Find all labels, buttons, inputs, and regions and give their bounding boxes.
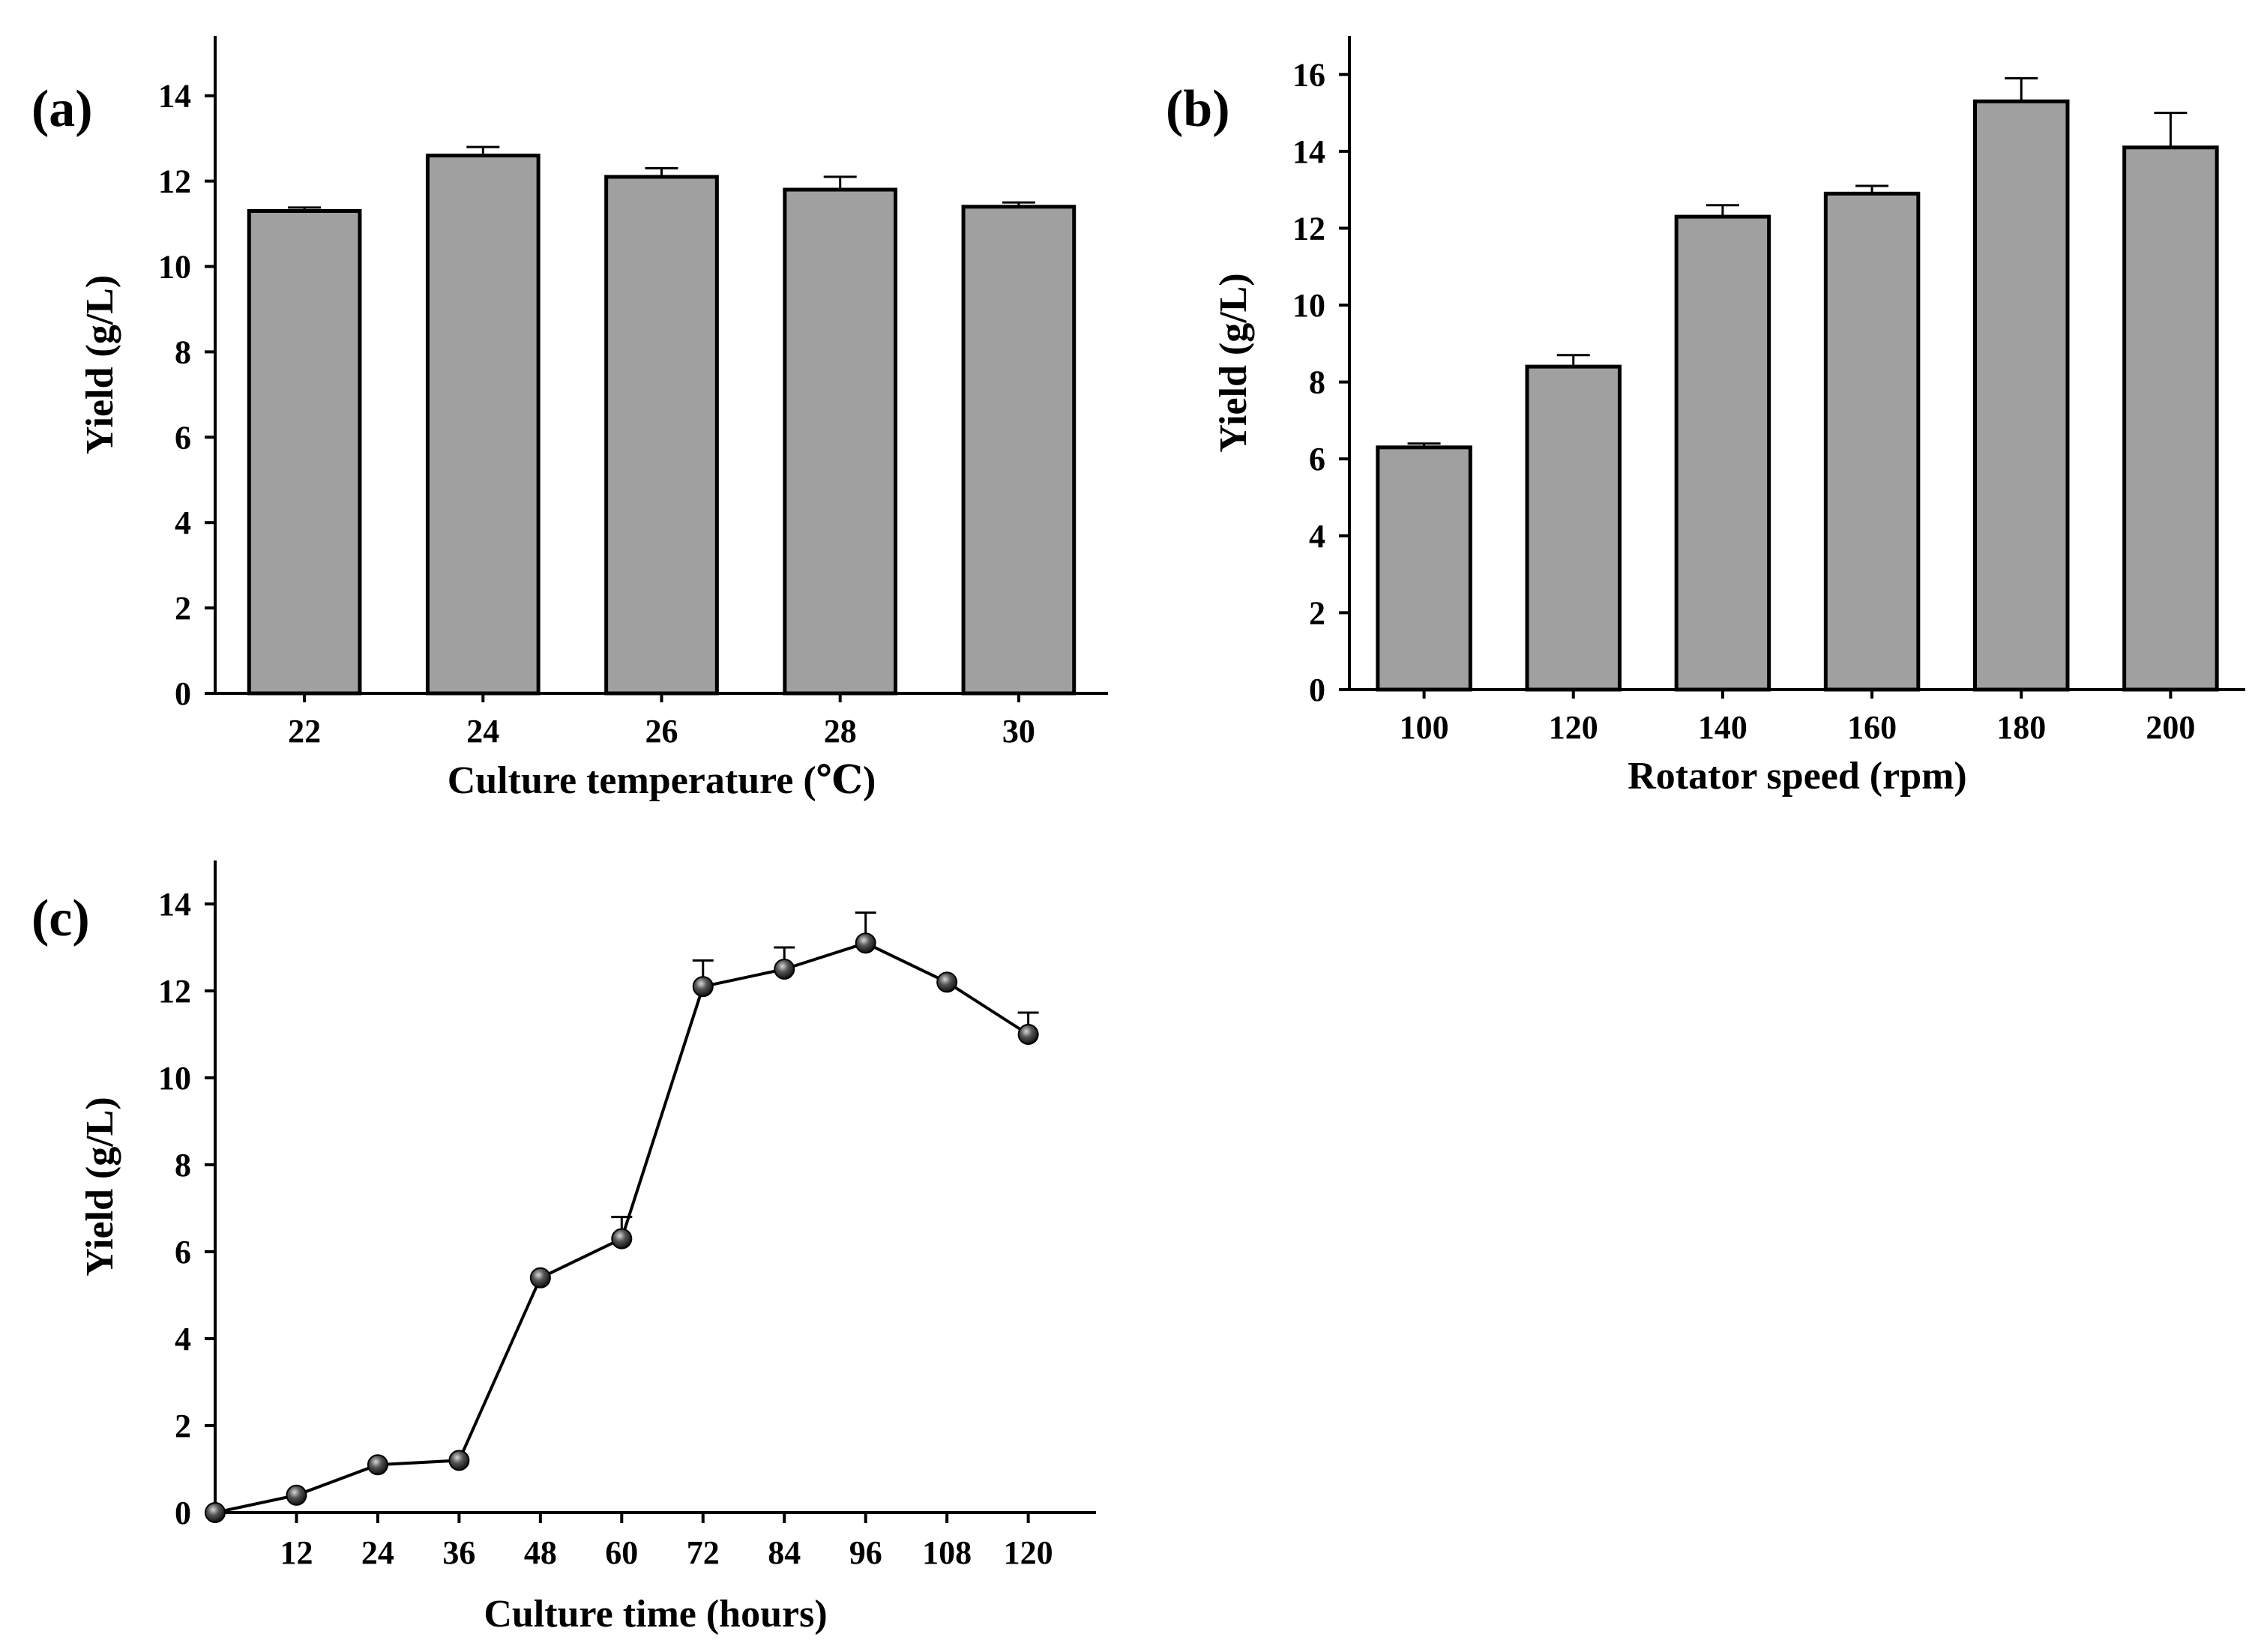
x-axis-title: Culture temperature (℃) <box>448 759 876 802</box>
data-point <box>611 1228 633 1249</box>
y-tick-label: 12 <box>158 973 191 1010</box>
bar <box>1674 214 1771 692</box>
x-tick-label: 96 <box>849 1534 882 1571</box>
y-tick-label: 16 <box>1292 56 1325 93</box>
data-point <box>367 1454 388 1476</box>
x-tick-label: 180 <box>1996 709 2046 746</box>
x-axis-title: Culture time (hours) <box>484 1593 827 1636</box>
data-point <box>448 1450 470 1471</box>
bar <box>1376 445 1472 692</box>
x-tick-label: 36 <box>442 1534 475 1571</box>
y-axis-title: Yield (g/L) <box>79 275 121 454</box>
x-tick-label: 160 <box>1847 709 1897 746</box>
bar <box>783 187 898 696</box>
y-tick-label: 2 <box>1309 594 1325 631</box>
x-tick-label: 48 <box>524 1534 557 1571</box>
y-tick-label: 0 <box>175 1495 191 1531</box>
x-tick-label: 72 <box>687 1534 720 1571</box>
y-tick-label: 8 <box>175 334 191 370</box>
panel-label: (c) <box>31 890 90 947</box>
x-tick-label: 24 <box>361 1534 394 1571</box>
panel-b-chart: (b) 0 2 4 6 8 10 12 14 16 Rotator speed (rpm) Yield… <box>1166 36 2245 798</box>
y-tick-label: 8 <box>175 1147 191 1184</box>
y-tick-label: 4 <box>1309 518 1325 555</box>
y-tick-label: 12 <box>1292 210 1325 247</box>
x-tick-label: 28 <box>824 713 857 750</box>
x-tick-label: 26 <box>645 713 678 750</box>
y-tick-label: 8 <box>1309 364 1325 401</box>
data-point <box>774 959 795 980</box>
y-tick-label: 6 <box>175 419 191 456</box>
data-point <box>855 932 876 954</box>
data-point <box>205 1502 226 1523</box>
y-tick-label: 0 <box>1309 672 1325 708</box>
x-tick-label: 108 <box>922 1534 972 1571</box>
y-tick-label: 4 <box>175 504 191 541</box>
y-tick-label: 0 <box>175 675 191 712</box>
bar <box>1823 191 1921 692</box>
bar <box>247 208 362 696</box>
bar <box>604 175 719 696</box>
x-tick-label: 200 <box>2146 709 2195 746</box>
x-tick-label: 84 <box>768 1534 801 1571</box>
y-axis-title: Yield (g/L) <box>79 1097 121 1276</box>
panel-label: (a) <box>31 80 93 138</box>
x-axis-title: Rotator speed (rpm) <box>1628 755 1967 798</box>
bar <box>1973 99 2070 692</box>
bar <box>425 153 541 696</box>
y-tick-label: 14 <box>1292 133 1325 170</box>
y-tick-label: 6 <box>1309 441 1325 477</box>
bar <box>961 205 1077 696</box>
x-tick-label: 60 <box>605 1534 638 1571</box>
x-tick-label: 30 <box>1002 713 1035 750</box>
data-point <box>286 1484 307 1506</box>
y-tick-label: 14 <box>158 886 191 923</box>
x-tick-label: 120 <box>1004 1534 1053 1571</box>
panel-label: (b) <box>1166 80 1230 138</box>
x-tick-label: 120 <box>1549 709 1598 746</box>
data-point <box>692 976 714 998</box>
x-tick-label: 22 <box>288 713 321 750</box>
y-tick-label: 14 <box>158 78 191 115</box>
y-tick-label: 12 <box>158 163 191 200</box>
y-tick-label: 2 <box>175 590 191 627</box>
data-point <box>1017 1024 1039 1045</box>
y-tick-label: 10 <box>158 1060 191 1097</box>
bar <box>1525 364 1622 692</box>
y-tick-label: 10 <box>1292 287 1325 324</box>
data-point <box>529 1267 551 1288</box>
x-tick-label: 140 <box>1698 709 1747 746</box>
y-tick-label: 2 <box>175 1408 191 1444</box>
x-tick-label: 100 <box>1400 709 1449 746</box>
data-point <box>936 971 958 993</box>
y-tick-label: 6 <box>175 1234 191 1270</box>
y-tick-label: 4 <box>175 1321 191 1357</box>
x-tick-label: 12 <box>280 1534 313 1571</box>
y-axis-title: Yield (g/L) <box>1212 273 1255 452</box>
y-tick-label: 10 <box>158 249 191 286</box>
bar <box>2122 145 2219 692</box>
x-tick-label: 24 <box>466 713 499 750</box>
